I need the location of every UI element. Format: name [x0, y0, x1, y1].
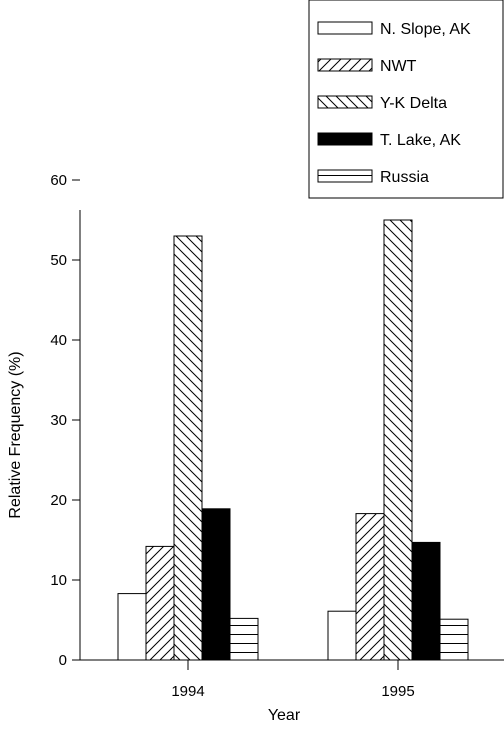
- y-tick-label: 20: [50, 492, 67, 509]
- bar-nwt-1994: [145, 545, 175, 661]
- bar-y-k-delta-1995: [383, 219, 413, 661]
- legend-swatch: [317, 169, 373, 183]
- bar-t-lake-ak-1994: [201, 508, 231, 661]
- y-tick-label: 0: [59, 652, 67, 669]
- y-tick-label: 60: [50, 172, 67, 189]
- y-axis: 0 10 20 30 40 50 60: [50, 172, 81, 669]
- legend-swatch: [317, 58, 373, 72]
- legend-label: T. Lake, AK: [380, 132, 461, 149]
- legend-swatch: [317, 21, 373, 35]
- legend: N. Slope, AK NWT Y-K Delta T. Lake, AK Russi…: [308, 0, 504, 199]
- legend-swatch: [317, 132, 373, 146]
- y-tick-label: 10: [50, 572, 67, 589]
- legend-label: Y-K Delta: [380, 95, 447, 112]
- legend-label: NWT: [380, 58, 417, 75]
- bar-russia-1995: [439, 618, 469, 661]
- bar-t-lake-ak-1995: [411, 541, 441, 661]
- y-tick-label: 50: [50, 252, 67, 269]
- legend-label: Russia: [380, 169, 429, 186]
- y-axis-label: Relative Frequency (%): [7, 351, 24, 518]
- bar-nwt-1995: [355, 513, 385, 661]
- bar-y-k-delta-1994: [173, 235, 203, 661]
- x-axis-label: Year: [268, 707, 301, 724]
- y-tick-label: 30: [50, 412, 67, 429]
- legend-swatch: [317, 95, 373, 109]
- y-tick-label: 40: [50, 332, 67, 349]
- x-tick-label: 1995: [381, 683, 414, 700]
- bar-n-slope-ak-1994: [117, 593, 147, 661]
- legend-label: N. Slope, AK: [380, 21, 471, 38]
- bars: [117, 219, 469, 661]
- x-axis: 1994 1995: [80, 659, 504, 700]
- x-tick-label: 1994: [171, 683, 204, 700]
- bar-russia-1994: [229, 617, 259, 661]
- bar-n-slope-ak-1995: [327, 610, 357, 661]
